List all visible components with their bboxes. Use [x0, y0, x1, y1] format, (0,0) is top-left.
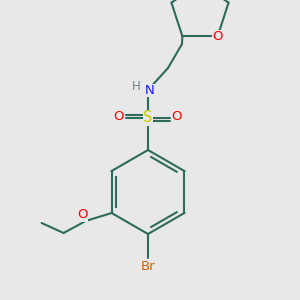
Text: H: H: [132, 80, 140, 94]
Text: O: O: [212, 30, 223, 43]
Text: O: O: [77, 208, 88, 221]
Text: N: N: [145, 83, 155, 97]
Text: O: O: [114, 110, 124, 124]
Text: O: O: [172, 110, 182, 124]
Text: Br: Br: [141, 260, 155, 272]
Text: S: S: [143, 110, 153, 125]
